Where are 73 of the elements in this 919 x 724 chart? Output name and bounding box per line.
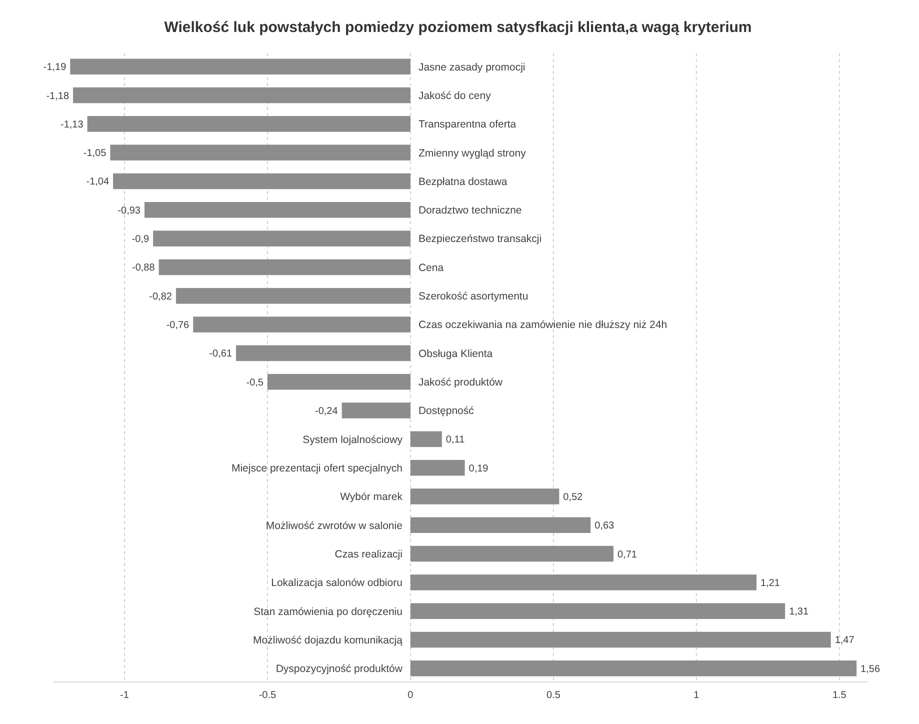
data-label: 0,11	[446, 434, 466, 446]
data-label: -0,76	[166, 320, 190, 332]
chart-title: Wielkość luk powstałych pomiedzy poziomem satysfkacji klienta,a wagą kryterium	[164, 19, 752, 36]
data-label: 0,63	[594, 520, 615, 532]
x-tick-label: 1.5	[832, 690, 847, 701]
bar	[73, 87, 410, 104]
bar	[87, 116, 410, 132]
bar	[158, 259, 410, 276]
bar	[410, 660, 857, 676]
y-tick-label: Bezpłatna dostawa	[418, 176, 508, 188]
data-label: -1,05	[83, 148, 107, 160]
data-label: 0,19	[468, 463, 489, 474]
y-tick-label: Możliwość zwrotów w salonie	[266, 520, 403, 532]
data-label: -0,61	[209, 348, 232, 360]
y-tick-label: Jasne zasady promocji	[418, 61, 526, 74]
bar	[153, 230, 410, 246]
y-tick-label: Transparentna oferta	[418, 118, 516, 131]
data-label: 1,31	[789, 606, 809, 618]
x-tick-label: 1	[694, 690, 700, 701]
bar	[113, 173, 410, 190]
bar	[410, 632, 831, 648]
y-tick-label: Jakość do ceny	[418, 90, 492, 102]
x-tick-label: 0.5	[546, 690, 561, 701]
y-tick-label: Stan zamówienia po doręczeniu	[254, 606, 403, 618]
y-tick-label: Czas oczekiwania na zamówienie nie dłuższy niż 24h	[418, 319, 668, 332]
data-label: -0,24	[315, 406, 338, 417]
y-tick-label: Wybór marek	[340, 491, 404, 504]
y-tick-label: Lokalizacja salonów odbioru	[271, 577, 403, 590]
data-label: -0,88	[132, 262, 156, 274]
bar	[410, 574, 756, 590]
data-label: -1,18	[46, 90, 70, 102]
y-tick-label: Cena	[418, 262, 444, 274]
data-label: -0,93	[118, 205, 141, 216]
bar	[70, 58, 410, 74]
bar	[110, 144, 410, 160]
data-label: 0,52	[563, 492, 584, 503]
y-tick-label: Czas realizacji	[334, 548, 402, 560]
y-tick-label: Bezpieczeństwo transakcji	[418, 233, 542, 246]
y-tick-label: Jakość produktów	[418, 376, 503, 389]
data-label: -1,19	[43, 62, 67, 74]
data-label: 0,71	[617, 549, 638, 560]
y-tick-label: Miejsce prezentacji ofert specjalnych	[231, 462, 403, 474]
x-tick-label: -1	[120, 690, 130, 701]
x-tick-label: -0.5	[258, 690, 277, 701]
bar	[193, 316, 410, 332]
bar	[410, 488, 560, 504]
y-tick-label: Obsługa Klienta	[418, 348, 493, 360]
data-label: 1,47	[834, 635, 855, 646]
data-label: -1,13	[60, 119, 84, 130]
data-label: -0,5	[246, 377, 264, 388]
data-label: -0,82	[149, 291, 172, 302]
data-label: 1,21	[760, 578, 780, 589]
y-tick-label: Doradztwo techniczne	[418, 204, 522, 217]
x-tick-label: 0	[408, 690, 414, 701]
bar	[342, 402, 410, 418]
data-label: -0,9	[132, 234, 150, 246]
y-tick-label: Dostępność	[418, 405, 474, 418]
data-label: 1,56	[860, 664, 880, 675]
bar	[267, 374, 410, 390]
bar	[410, 546, 614, 562]
bar	[410, 517, 591, 533]
bar	[144, 202, 410, 218]
data-label: -1,04	[86, 176, 110, 188]
y-tick-label: Możliwość dojazdu komunikacją	[253, 634, 403, 646]
bar	[410, 603, 786, 619]
bar	[176, 288, 410, 304]
bar	[410, 431, 442, 448]
bar	[236, 345, 410, 362]
y-tick-label: System lojalnościowy	[302, 434, 404, 446]
y-tick-label: Dyspozycyjność produktów	[276, 663, 403, 676]
y-tick-label: Zmienny wygląd strony	[418, 147, 527, 160]
y-tick-label: Szerokość asortymentu	[418, 290, 528, 303]
bar	[410, 460, 465, 476]
